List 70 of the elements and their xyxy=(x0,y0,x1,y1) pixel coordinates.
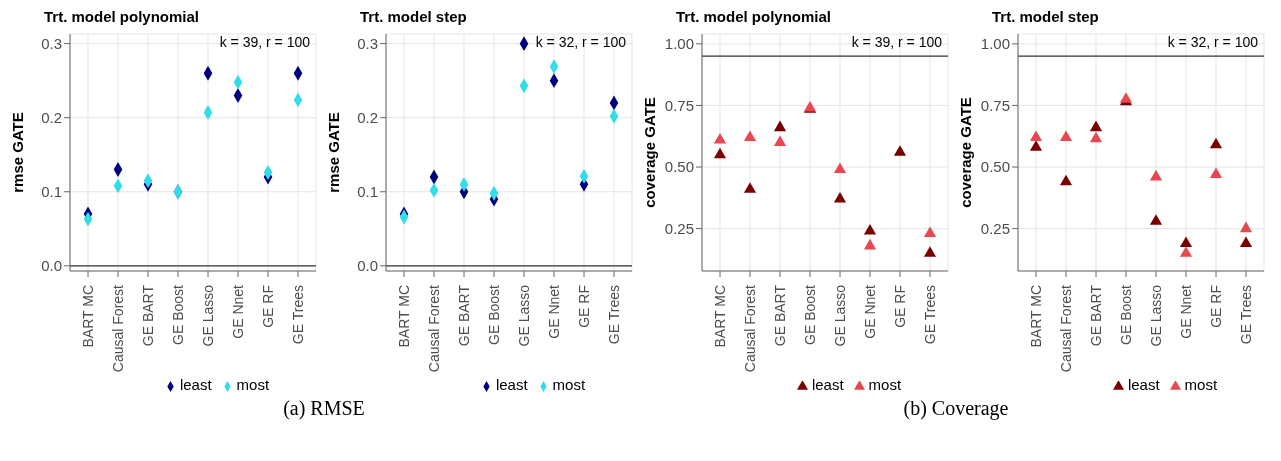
x-tick-label: GE Nnet xyxy=(546,284,562,339)
chart-title: Trt. model step xyxy=(360,8,468,27)
x-tick-label: GE BART xyxy=(1088,284,1104,347)
x-tick-label: GE Trees xyxy=(606,285,622,345)
x-tick-label: BART MC xyxy=(712,285,728,348)
x-tick-label: GE Boost xyxy=(170,284,186,345)
y-tick-label: 0.50 xyxy=(664,158,694,176)
x-tick-label: GE Trees xyxy=(922,285,938,345)
y-tick-label: 0.3 xyxy=(41,34,62,52)
x-tick-label: Causal Forest xyxy=(742,284,758,373)
legend-label: least xyxy=(495,376,528,393)
y-tick-label: 0.75 xyxy=(980,96,1010,114)
text: (b) Coverage xyxy=(903,397,1009,420)
y-tick-label: 0.50 xyxy=(980,158,1010,176)
x-tick-label: GE RF xyxy=(260,285,276,328)
x-tick-label: GE Nnet xyxy=(230,284,246,339)
x-tick-label: GE Lasso xyxy=(516,284,532,347)
legend-label: most xyxy=(552,376,586,393)
legend-label: least xyxy=(1127,376,1160,393)
y-tick-label: 0.25 xyxy=(664,219,694,237)
x-tick-label: GE Lasso xyxy=(832,284,848,347)
x-tick-label: GE BART xyxy=(140,284,156,347)
annotation: k = 32, r = 100 xyxy=(535,34,626,50)
annotation: k = 39, r = 100 xyxy=(219,34,310,50)
x-tick-label: GE RF xyxy=(1208,285,1224,328)
y-tick-label: 1.00 xyxy=(664,35,694,53)
x-tick-label: GE Boost xyxy=(1118,284,1134,345)
x-tick-label: GE Nnet xyxy=(1178,284,1194,339)
x-tick-label: GE BART xyxy=(772,284,788,347)
x-tick-label: GE Boost xyxy=(802,284,818,345)
y-tick-label: 0.75 xyxy=(664,96,694,114)
legend-label: most xyxy=(868,376,902,393)
legend-label: most xyxy=(236,376,270,393)
chart-title: Trt. model step xyxy=(992,8,1100,27)
annotation: k = 39, r = 100 xyxy=(851,34,942,50)
y-tick-label: 0.3 xyxy=(357,34,378,52)
x-tick-label: GE BART xyxy=(456,284,472,347)
x-tick-label: GE Lasso xyxy=(200,284,216,347)
y-tick-label: 0.2 xyxy=(41,109,62,127)
legend-label: most xyxy=(1184,376,1218,393)
x-tick-label: GE Boost xyxy=(486,284,502,345)
x-tick-label: BART MC xyxy=(396,285,412,348)
y-tick-label: 0.0 xyxy=(357,257,378,275)
x-tick-label: GE RF xyxy=(892,285,908,328)
chart-title: Trt. model polynomial xyxy=(44,8,201,27)
y-axis-title: rmse GATE xyxy=(325,112,343,193)
x-tick-label: GE Lasso xyxy=(1148,284,1164,347)
text: (a) RMSE xyxy=(283,397,365,420)
legend-label: least xyxy=(811,376,844,393)
y-tick-label: 0.1 xyxy=(357,183,378,201)
y-tick-label: 0.1 xyxy=(41,183,62,201)
x-tick-label: GE Trees xyxy=(290,285,306,345)
x-tick-label: BART MC xyxy=(80,285,96,348)
x-tick-label: Causal Forest xyxy=(1058,284,1074,373)
x-tick-label: GE Nnet xyxy=(862,284,878,339)
y-axis-title: coverage GATE xyxy=(641,97,659,208)
x-tick-label: Causal Forest xyxy=(110,284,126,373)
chart-title: Trt. model polynomial xyxy=(676,8,833,27)
y-tick-label: 0.25 xyxy=(980,219,1010,237)
x-tick-label: Causal Forest xyxy=(426,284,442,373)
y-tick-label: 0.0 xyxy=(41,257,62,275)
annotation: k = 32, r = 100 xyxy=(1167,34,1258,50)
legend-label: least xyxy=(179,376,212,393)
y-tick-label: 0.2 xyxy=(357,109,378,127)
y-tick-label: 1.00 xyxy=(980,35,1010,53)
y-axis-title: coverage GATE xyxy=(957,97,975,208)
x-tick-label: BART MC xyxy=(1028,285,1044,348)
x-tick-label: GE RF xyxy=(576,285,592,328)
x-tick-label: GE Trees xyxy=(1238,285,1254,345)
y-axis-title: rmse GATE xyxy=(9,112,27,193)
